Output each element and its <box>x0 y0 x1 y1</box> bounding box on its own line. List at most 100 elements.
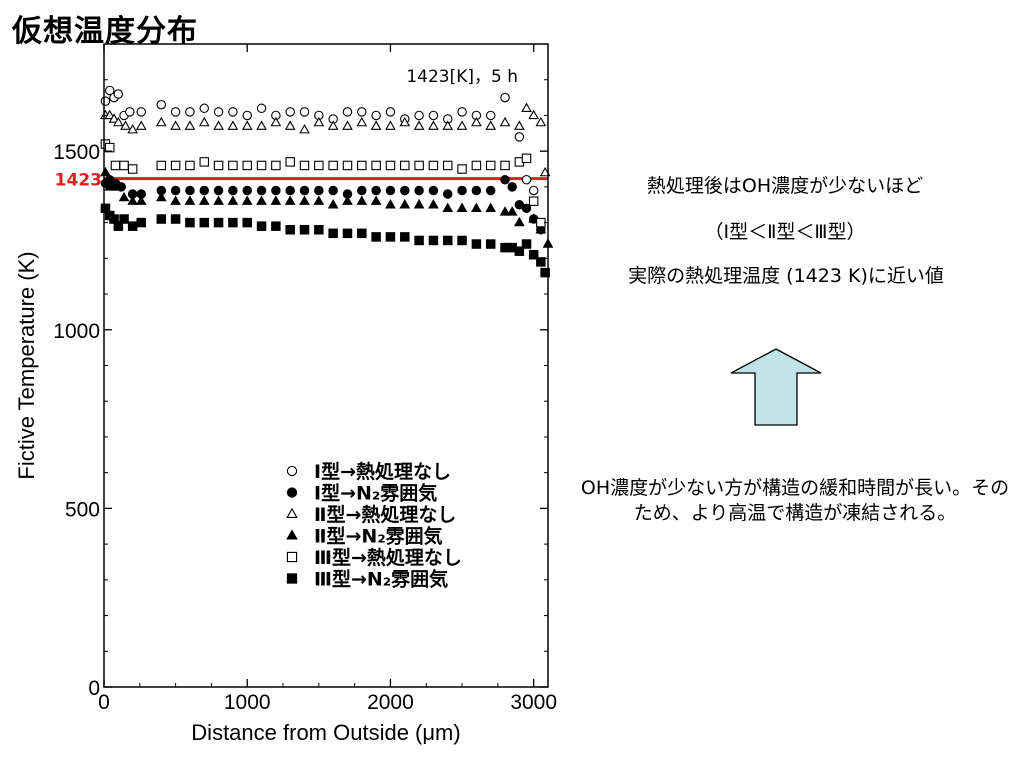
data-point-series-1 <box>500 92 510 103</box>
data-point-series-5 <box>371 160 381 171</box>
legend-marker-1 <box>286 465 298 477</box>
data-point-series-5 <box>385 160 396 171</box>
data-point-series-5 <box>485 160 496 171</box>
data-point-series-3 <box>227 120 239 130</box>
y-tick-label: 1000 <box>53 320 100 343</box>
legend-label: Ⅰ型→熱処理なし <box>314 460 451 483</box>
data-point-series-4 <box>155 191 167 202</box>
data-point-series-5 <box>428 160 439 171</box>
data-point-series-6 <box>471 239 482 249</box>
data-point-series-3 <box>514 120 525 130</box>
data-point-series-2 <box>256 185 267 196</box>
data-point-series-6 <box>156 214 167 224</box>
data-point-series-3 <box>284 120 296 130</box>
data-point-series-1 <box>528 185 539 196</box>
data-point-series-5 <box>342 160 353 171</box>
data-point-series-1 <box>213 107 224 117</box>
data-point-series-1 <box>100 96 111 106</box>
data-point-series-3 <box>135 120 147 130</box>
data-point-series-3 <box>120 120 131 130</box>
data-point-series-3 <box>399 116 411 127</box>
data-point-series-2 <box>285 185 295 196</box>
data-point-series-3 <box>370 120 382 130</box>
y-tick-label: 0 <box>88 677 100 700</box>
data-point-series-3 <box>127 123 138 134</box>
plot-frame <box>103 43 549 688</box>
data-point-series-1 <box>242 110 252 121</box>
data-point-series-1 <box>357 107 367 117</box>
data-point-series-4 <box>170 195 181 205</box>
data-point-series-6 <box>299 225 310 235</box>
data-point-series-3 <box>104 109 116 120</box>
condition-annotation: 1423[K]，5 h <box>406 67 518 87</box>
data-point-series-6 <box>457 235 467 246</box>
data-point-series-4 <box>514 216 525 227</box>
data-point-series-1 <box>228 107 238 117</box>
data-point-series-3 <box>241 120 253 130</box>
legend-label: Ⅱ型→N₂雰囲気 <box>314 525 443 548</box>
data-point-series-6 <box>328 228 338 239</box>
data-point-series-4 <box>535 224 547 234</box>
data-point-series-6 <box>371 232 381 242</box>
data-point-series-4 <box>370 195 382 205</box>
data-point-series-2 <box>500 174 510 185</box>
data-point-series-6 <box>136 217 146 228</box>
data-point-series-4 <box>241 195 253 205</box>
data-point-series-4 <box>284 195 296 205</box>
data-point-series-1 <box>113 89 124 99</box>
data-point-series-1 <box>170 107 181 117</box>
data-point-series-5 <box>110 160 121 171</box>
x-tick-label: 3000 <box>510 691 557 714</box>
data-point-series-5 <box>528 196 539 206</box>
data-point-series-5 <box>471 160 482 171</box>
data-point-series-3 <box>485 120 497 130</box>
data-point-series-1 <box>457 107 467 117</box>
data-point-series-6 <box>540 267 550 278</box>
data-point-series-4 <box>118 191 130 202</box>
data-point-series-2 <box>199 185 210 196</box>
data-point-series-2 <box>485 185 496 196</box>
explanation-text: OH濃度が少ない方が構造の緩和時間が長い。そのため、より高温で構造が凍結される。 <box>580 477 1010 524</box>
data-point-series-6 <box>256 221 267 231</box>
data-point-series-1 <box>514 132 525 142</box>
data-point-series-6 <box>199 217 210 228</box>
note-line-3: 実際の熱処理温度 (1423 K)に近い値 <box>628 265 944 287</box>
data-point-series-3 <box>385 120 396 130</box>
data-point-series-1 <box>385 107 396 117</box>
legend-marker-3 <box>286 507 298 519</box>
legend-label: Ⅱ型→熱処理なし <box>314 503 456 526</box>
data-point-series-1 <box>428 110 439 121</box>
x-tick-label: 1000 <box>224 691 271 714</box>
data-point-series-3 <box>528 109 540 120</box>
data-point-series-6 <box>213 217 224 228</box>
data-point-series-6 <box>428 235 439 246</box>
legend-marker-2 <box>286 487 298 498</box>
x-axis-label: Distance from Outside (μm) <box>191 720 460 745</box>
data-point-series-2 <box>442 189 453 199</box>
data-point-series-4 <box>356 195 368 205</box>
data-point-series-3 <box>270 116 282 127</box>
data-point-series-3 <box>342 120 353 130</box>
data-point-series-4 <box>135 195 147 205</box>
data-point-series-5 <box>119 160 129 171</box>
data-point-series-1 <box>299 107 310 117</box>
data-point-series-2 <box>328 185 338 196</box>
data-point-series-2 <box>457 185 467 196</box>
slide-title: 仮想温度分布 <box>12 14 198 49</box>
data-point-series-3 <box>198 116 210 127</box>
legend-marker-4 <box>286 529 298 540</box>
data-point-series-5 <box>213 160 224 171</box>
data-point-series-5 <box>199 157 210 167</box>
data-point-series-4 <box>413 199 425 209</box>
data-point-series-6 <box>536 257 546 267</box>
data-point-series-5 <box>127 164 138 174</box>
data-point-series-5 <box>314 160 324 171</box>
data-point-series-3 <box>327 120 339 130</box>
data-point-series-3 <box>521 102 532 112</box>
data-point-series-5 <box>414 160 424 171</box>
data-point-series-4 <box>428 199 439 209</box>
data-point-series-3 <box>535 116 547 127</box>
data-point-series-4 <box>127 195 138 205</box>
data-point-series-3 <box>112 116 124 127</box>
